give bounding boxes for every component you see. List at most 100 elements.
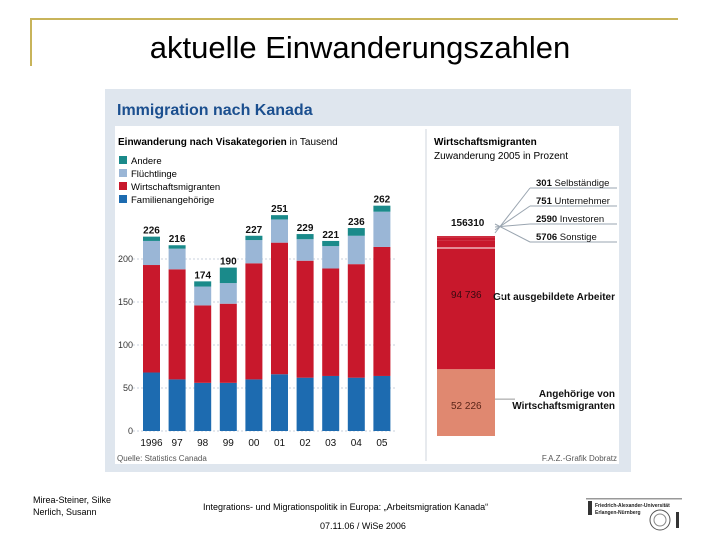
bar-segment-andere (296, 234, 314, 240)
bar-segment-andere (373, 205, 391, 212)
legend-swatch-familienangehoerige (119, 195, 127, 203)
bar-segment-familienangehörige (347, 377, 365, 431)
x-tick-label: 98 (197, 438, 209, 449)
bar-segment-familienangehörige (271, 374, 288, 431)
bar-segment-familienangehörige (143, 372, 160, 431)
immigration-chart-svg: Immigration nach Kanada Einwanderung nac… (115, 102, 619, 464)
bar-segment-andere (168, 245, 186, 249)
bar-segment-flüchtlinge (219, 283, 237, 304)
immigration-figure: Immigration nach Kanada Einwanderung nac… (105, 89, 631, 472)
bar-segment-familienangehörige (322, 375, 340, 431)
bar-segment-flüchtlinge (245, 240, 263, 264)
bar-segment-wirtschaftsmigranten (168, 269, 186, 380)
legend-label-wirtschaftsmigranten: Wirtschaftsmigranten (131, 182, 220, 193)
composition-segment-investoren (437, 237, 495, 241)
logo-text-1: Friedrich-Alexander-Universität (595, 503, 670, 509)
left-chart-title: Einwanderung nach Visakategorien in Taus… (118, 137, 338, 148)
y-tick-label: 150 (118, 297, 133, 307)
x-tick-label: 97 (172, 438, 184, 449)
total-label: 174 (194, 270, 211, 281)
bar-segment-wirtschaftsmigranten (347, 264, 365, 378)
bar-segment-wirtschaftsmigranten (219, 303, 237, 383)
small-segment-label: 2590 Investoren (536, 214, 604, 225)
total-label: 251 (271, 204, 288, 215)
footer-course: Integrations- und Migrationspolitik in E… (203, 502, 489, 512)
left-bar-chart: 0501001502002261996216971749819099227002… (118, 195, 397, 449)
y-tick-label: 100 (118, 340, 133, 350)
small-segment-label: 301 Selbständige (536, 178, 609, 189)
total-label: 229 (297, 223, 314, 234)
bar-segment-flüchtlinge (347, 235, 365, 265)
title-frame-top-rule (30, 18, 678, 20)
segment-value-label: 52 226 (451, 401, 482, 412)
total-label: 236 (348, 217, 365, 228)
composition-segment-unternehmer (437, 236, 495, 238)
total-label: 226 (143, 226, 160, 237)
bar-segment-wirtschaftsmigranten (296, 260, 314, 378)
bar-segment-flüchtlinge (143, 240, 160, 266)
segment-description: Wirtschaftsmigranten (512, 401, 615, 412)
university-seal-icon (649, 509, 671, 531)
leader-line (494, 187, 531, 234)
source-note: Quelle: Statistics Canada (117, 454, 207, 463)
bar-segment-familienangehörige (296, 377, 314, 431)
bar-segment-andere (347, 228, 365, 236)
bar-segment-wirtschaftsmigranten (245, 263, 263, 380)
bar-segment-wirtschaftsmigranten (143, 265, 160, 373)
total-label: 221 (322, 230, 339, 241)
graphic-credit: F.A.Z.-Grafik Dobratz (542, 454, 617, 463)
x-tick-label: 03 (325, 438, 337, 449)
bar-segment-familienangehörige (373, 375, 391, 431)
total-label: 227 (246, 225, 263, 236)
bar-segment-andere (219, 267, 237, 284)
bar-segment-familienangehörige (219, 382, 237, 431)
segment-description: Angehörige von (539, 389, 615, 400)
logo-bar-icon (676, 512, 679, 528)
legend-swatch-andere (119, 156, 127, 164)
legend: Andere Flüchtlinge Wirtschaftsmigranten … (119, 156, 220, 206)
right-chart-title: Wirtschaftsmigranten (434, 137, 537, 148)
composition-segment-gut-ausgebildete-arbeiter (437, 247, 495, 370)
composition-segment-angehörige-von-wirtschaftsmigranten (437, 369, 495, 436)
logo-text-2: Erlangen-Nürnberg (595, 510, 641, 516)
figure-title: Immigration nach Kanada (117, 102, 313, 119)
small-segment-label: 5706 Sonstige (536, 232, 597, 243)
x-tick-label: 99 (223, 438, 235, 449)
y-tick-label: 200 (118, 254, 133, 264)
bar-segment-familienangehörige (245, 379, 263, 431)
bar-segment-andere (194, 281, 212, 287)
university-seal-inner-icon (653, 513, 667, 527)
x-tick-label: 00 (248, 438, 260, 449)
legend-label-fluechtlinge: Flüchtlinge (131, 169, 177, 180)
university-logo: Friedrich-Alexander-Universität Erlangen… (586, 498, 682, 531)
x-tick-label: 01 (274, 438, 286, 449)
bar-segment-andere (245, 235, 263, 241)
bar-segment-andere (271, 215, 288, 220)
bar-segment-flüchtlinge (296, 239, 314, 261)
footer-authors: Mirea-Steiner, Silke Nerlich, Susann (33, 494, 111, 518)
x-tick-label: 05 (376, 438, 388, 449)
footer-author-1: Mirea-Steiner, Silke (33, 495, 112, 505)
bar-segment-andere (322, 240, 340, 247)
bar-segment-wirtschaftsmigranten (194, 305, 212, 383)
small-segment-label: 751 Unternehmer (536, 196, 610, 207)
segment-value-label: 94 736 (451, 290, 482, 301)
title-frame-left-rule (30, 18, 32, 66)
bar-segment-familienangehörige (194, 382, 212, 431)
legend-label-andere: Andere (131, 156, 162, 167)
slide-title: aktuelle Einwanderungszahlen (149, 30, 571, 65)
total-label: 190 (220, 257, 237, 268)
bar-segment-flüchtlinge (322, 246, 340, 269)
footer-date: 07.11.06 / WiSe 2006 (320, 521, 406, 531)
x-tick-label: 02 (300, 438, 312, 449)
bar-segment-wirtschaftsmigranten (373, 246, 391, 376)
bar-segment-flüchtlinge (194, 286, 212, 306)
total-label: 262 (374, 195, 391, 206)
legend-swatch-wirtschaftsmigranten (119, 182, 127, 190)
total-label: 216 (169, 234, 186, 245)
bar-segment-wirtschaftsmigranten (322, 268, 340, 376)
right-stacked-bar: 156310 52 226 94 736 Gut ausgebildete Arbei… (437, 178, 617, 436)
bar-segment-flüchtlinge (373, 211, 391, 247)
logo-rule-top (586, 498, 682, 500)
footer-author-2: Nerlich, Susann (33, 507, 97, 517)
